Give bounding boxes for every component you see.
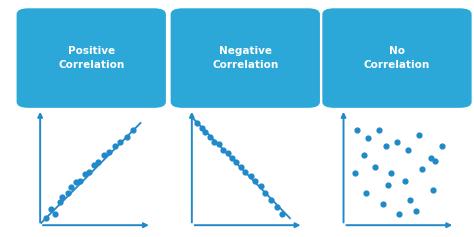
- Text: Positive
Correlation: Positive Correlation: [58, 46, 124, 70]
- Point: [393, 140, 401, 143]
- Point: [210, 140, 218, 143]
- Point: [42, 216, 49, 220]
- Point: [85, 170, 93, 174]
- Point: [90, 163, 98, 167]
- Point: [59, 196, 66, 199]
- Point: [47, 207, 55, 211]
- Point: [401, 179, 409, 183]
- Point: [388, 171, 395, 175]
- Point: [418, 168, 425, 171]
- Point: [353, 128, 361, 132]
- Point: [364, 136, 372, 140]
- Point: [201, 130, 209, 134]
- Point: [262, 191, 269, 195]
- Text: Negative
Correlation: Negative Correlation: [212, 46, 278, 70]
- Point: [94, 160, 102, 164]
- Point: [278, 212, 286, 215]
- Point: [412, 209, 420, 213]
- Point: [379, 202, 386, 206]
- Point: [123, 135, 131, 139]
- Point: [371, 165, 379, 169]
- Point: [228, 156, 236, 160]
- Point: [68, 185, 75, 189]
- Point: [100, 154, 108, 157]
- Point: [362, 191, 370, 195]
- Point: [384, 183, 392, 187]
- Point: [233, 160, 240, 164]
- Point: [431, 160, 439, 163]
- Point: [375, 128, 383, 132]
- Point: [215, 142, 222, 146]
- Point: [429, 188, 437, 192]
- Point: [427, 156, 434, 160]
- Point: [76, 179, 84, 183]
- Point: [224, 151, 231, 155]
- Point: [416, 133, 423, 137]
- Point: [360, 154, 367, 157]
- Point: [198, 126, 206, 129]
- Point: [267, 198, 275, 201]
- Point: [438, 144, 446, 148]
- Text: No
Correlation: No Correlation: [364, 46, 430, 70]
- Point: [407, 198, 414, 201]
- Point: [273, 205, 281, 209]
- Point: [106, 150, 113, 154]
- Point: [64, 191, 72, 195]
- Point: [382, 144, 390, 148]
- Point: [252, 179, 259, 183]
- Point: [111, 144, 118, 148]
- Point: [247, 174, 255, 178]
- Point: [51, 212, 58, 215]
- Point: [242, 170, 249, 174]
- Point: [72, 180, 80, 184]
- Point: [395, 212, 403, 215]
- Point: [56, 200, 64, 204]
- Point: [193, 121, 201, 125]
- Point: [206, 135, 213, 139]
- Point: [129, 128, 137, 132]
- Point: [351, 171, 358, 175]
- Point: [81, 172, 89, 176]
- Point: [404, 148, 412, 152]
- Point: [117, 140, 124, 143]
- Point: [219, 148, 227, 152]
- Point: [257, 184, 265, 188]
- Point: [237, 165, 245, 169]
